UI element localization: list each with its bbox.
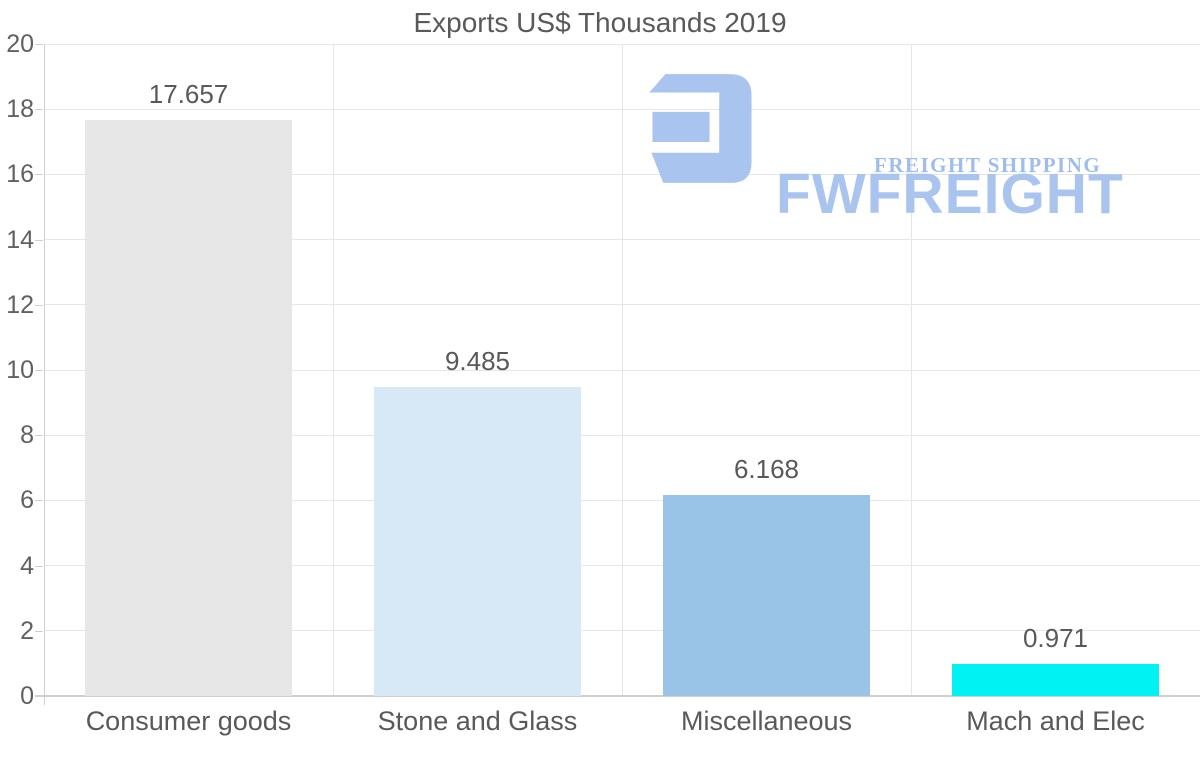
x-category-label: Miscellaneous [680,706,853,736]
bar-consumer-goods [85,120,292,696]
x-category-label: Mach and Elec [966,706,1145,736]
x-category-label: Consumer goods [85,706,292,736]
fwfreight-tagline-text: FREIGHT SHIPPING [874,153,1102,177]
y-axis-line [44,44,45,705]
y-tick-label: 4 [20,551,34,580]
x-axis-line [35,695,1200,697]
y-tick-mark [35,109,43,111]
y-tick-label: 14 [6,225,34,254]
fwfreight-logo: FWFREIGHT FREIGHT SHIPPING [648,72,1158,223]
bar-value-label: 17.657 [148,79,229,110]
y-tick-mark [35,630,43,632]
x-gridline [910,44,912,696]
y-tick-label: 12 [6,290,34,319]
y-tick-mark [35,435,43,437]
bar-mach-and-elec [952,664,1159,696]
y-tick-mark [35,370,43,371]
bar-stone-and-glass [374,386,581,696]
y-tick-label: 20 [6,30,34,58]
chart-title: Exports US$ Thousands 2019 [413,7,787,38]
y-tick-label: 16 [6,160,34,189]
y-tick-mark [35,44,43,45]
y-tick-mark [35,565,43,567]
y-tick-label: 2 [20,616,34,645]
y-tick-label: 0 [20,682,34,710]
y-tick-mark [35,500,43,502]
y-tick-label: 10 [6,356,34,384]
x-gridline [332,44,334,696]
y-tick-mark [35,174,43,176]
fwfreight-brand-text: FWFREIGHT [776,162,1124,226]
x-gridline [621,44,623,696]
bar-value-label: 0.971 [1022,623,1089,654]
fwfreight-logo-icon [649,74,752,183]
y-tick-mark [35,239,43,241]
y-tick-label: 6 [20,486,34,515]
bar-value-label: 9.485 [444,345,511,376]
y-tick-mark [35,304,43,306]
bar-miscellaneous [663,494,870,696]
bar-value-label: 6.168 [733,453,800,484]
y-tick-label: 18 [6,95,34,124]
y-tick-label: 8 [20,421,34,450]
x-category-label: Stone and Glass [377,706,578,736]
